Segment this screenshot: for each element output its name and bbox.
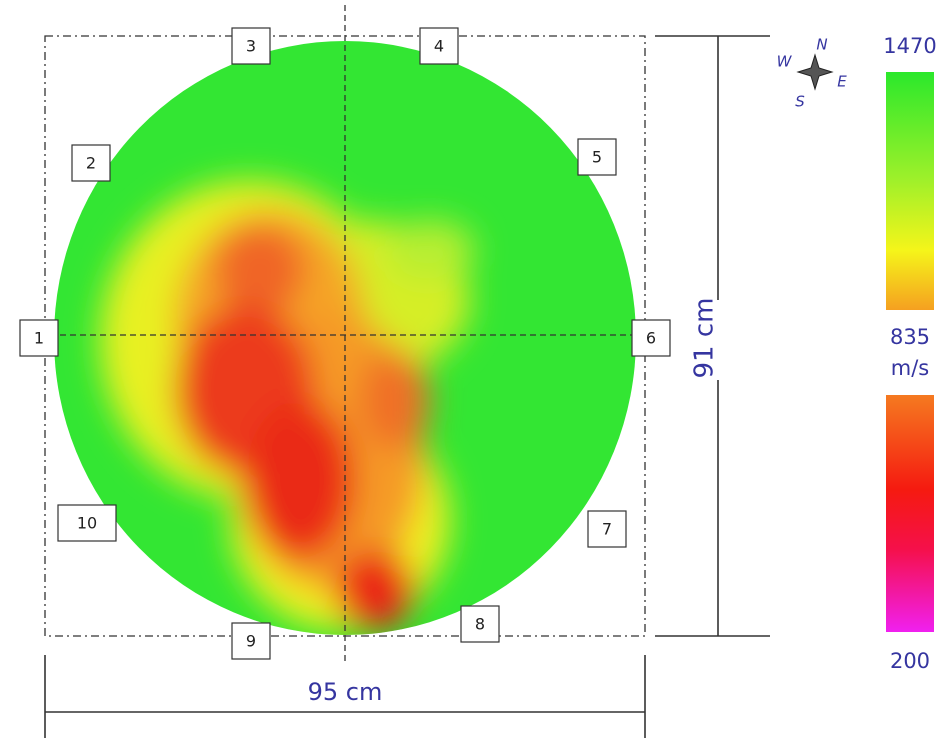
scale-min: 200 <box>890 649 930 673</box>
sensor: 5 <box>577 138 617 176</box>
sensor-label: 3 <box>246 37 256 56</box>
width-label: 95 cm <box>308 678 383 706</box>
sensor-label: 6 <box>646 329 656 348</box>
sensor: 3 <box>231 27 271 65</box>
color-bar-lower <box>886 395 934 632</box>
sensor-label: 5 <box>592 148 602 167</box>
sensor: 10 <box>57 504 117 542</box>
scale-unit: m/s <box>891 356 929 380</box>
sensor: 8 <box>460 605 500 643</box>
sensor-label: 10 <box>77 514 97 533</box>
sensor: 2 <box>71 144 111 182</box>
sensor-label: 9 <box>246 632 256 651</box>
label-backdrop <box>690 300 720 380</box>
sensor-label: 4 <box>434 37 444 56</box>
height-label: 91 cm <box>690 298 720 379</box>
sensor: 1 <box>19 319 59 357</box>
sensor-label: 2 <box>86 154 96 173</box>
compass-east: E <box>837 73 847 91</box>
color-bar-upper <box>886 72 934 310</box>
compass-west: W <box>777 53 793 71</box>
compass-south: S <box>795 93 805 111</box>
scale-max: 1470 <box>883 34 936 58</box>
sensor: 6 <box>631 319 671 357</box>
sensor-label: 1 <box>34 329 44 348</box>
scale-mid: 835 <box>890 325 930 349</box>
sensor: 7 <box>587 510 627 548</box>
compass-north: N <box>816 36 827 54</box>
sensor-label: 8 <box>475 615 485 634</box>
compass: N E S W <box>777 36 848 111</box>
sensor-label: 7 <box>602 520 612 539</box>
sensor: 9 <box>231 622 271 660</box>
sensor: 4 <box>419 27 459 65</box>
